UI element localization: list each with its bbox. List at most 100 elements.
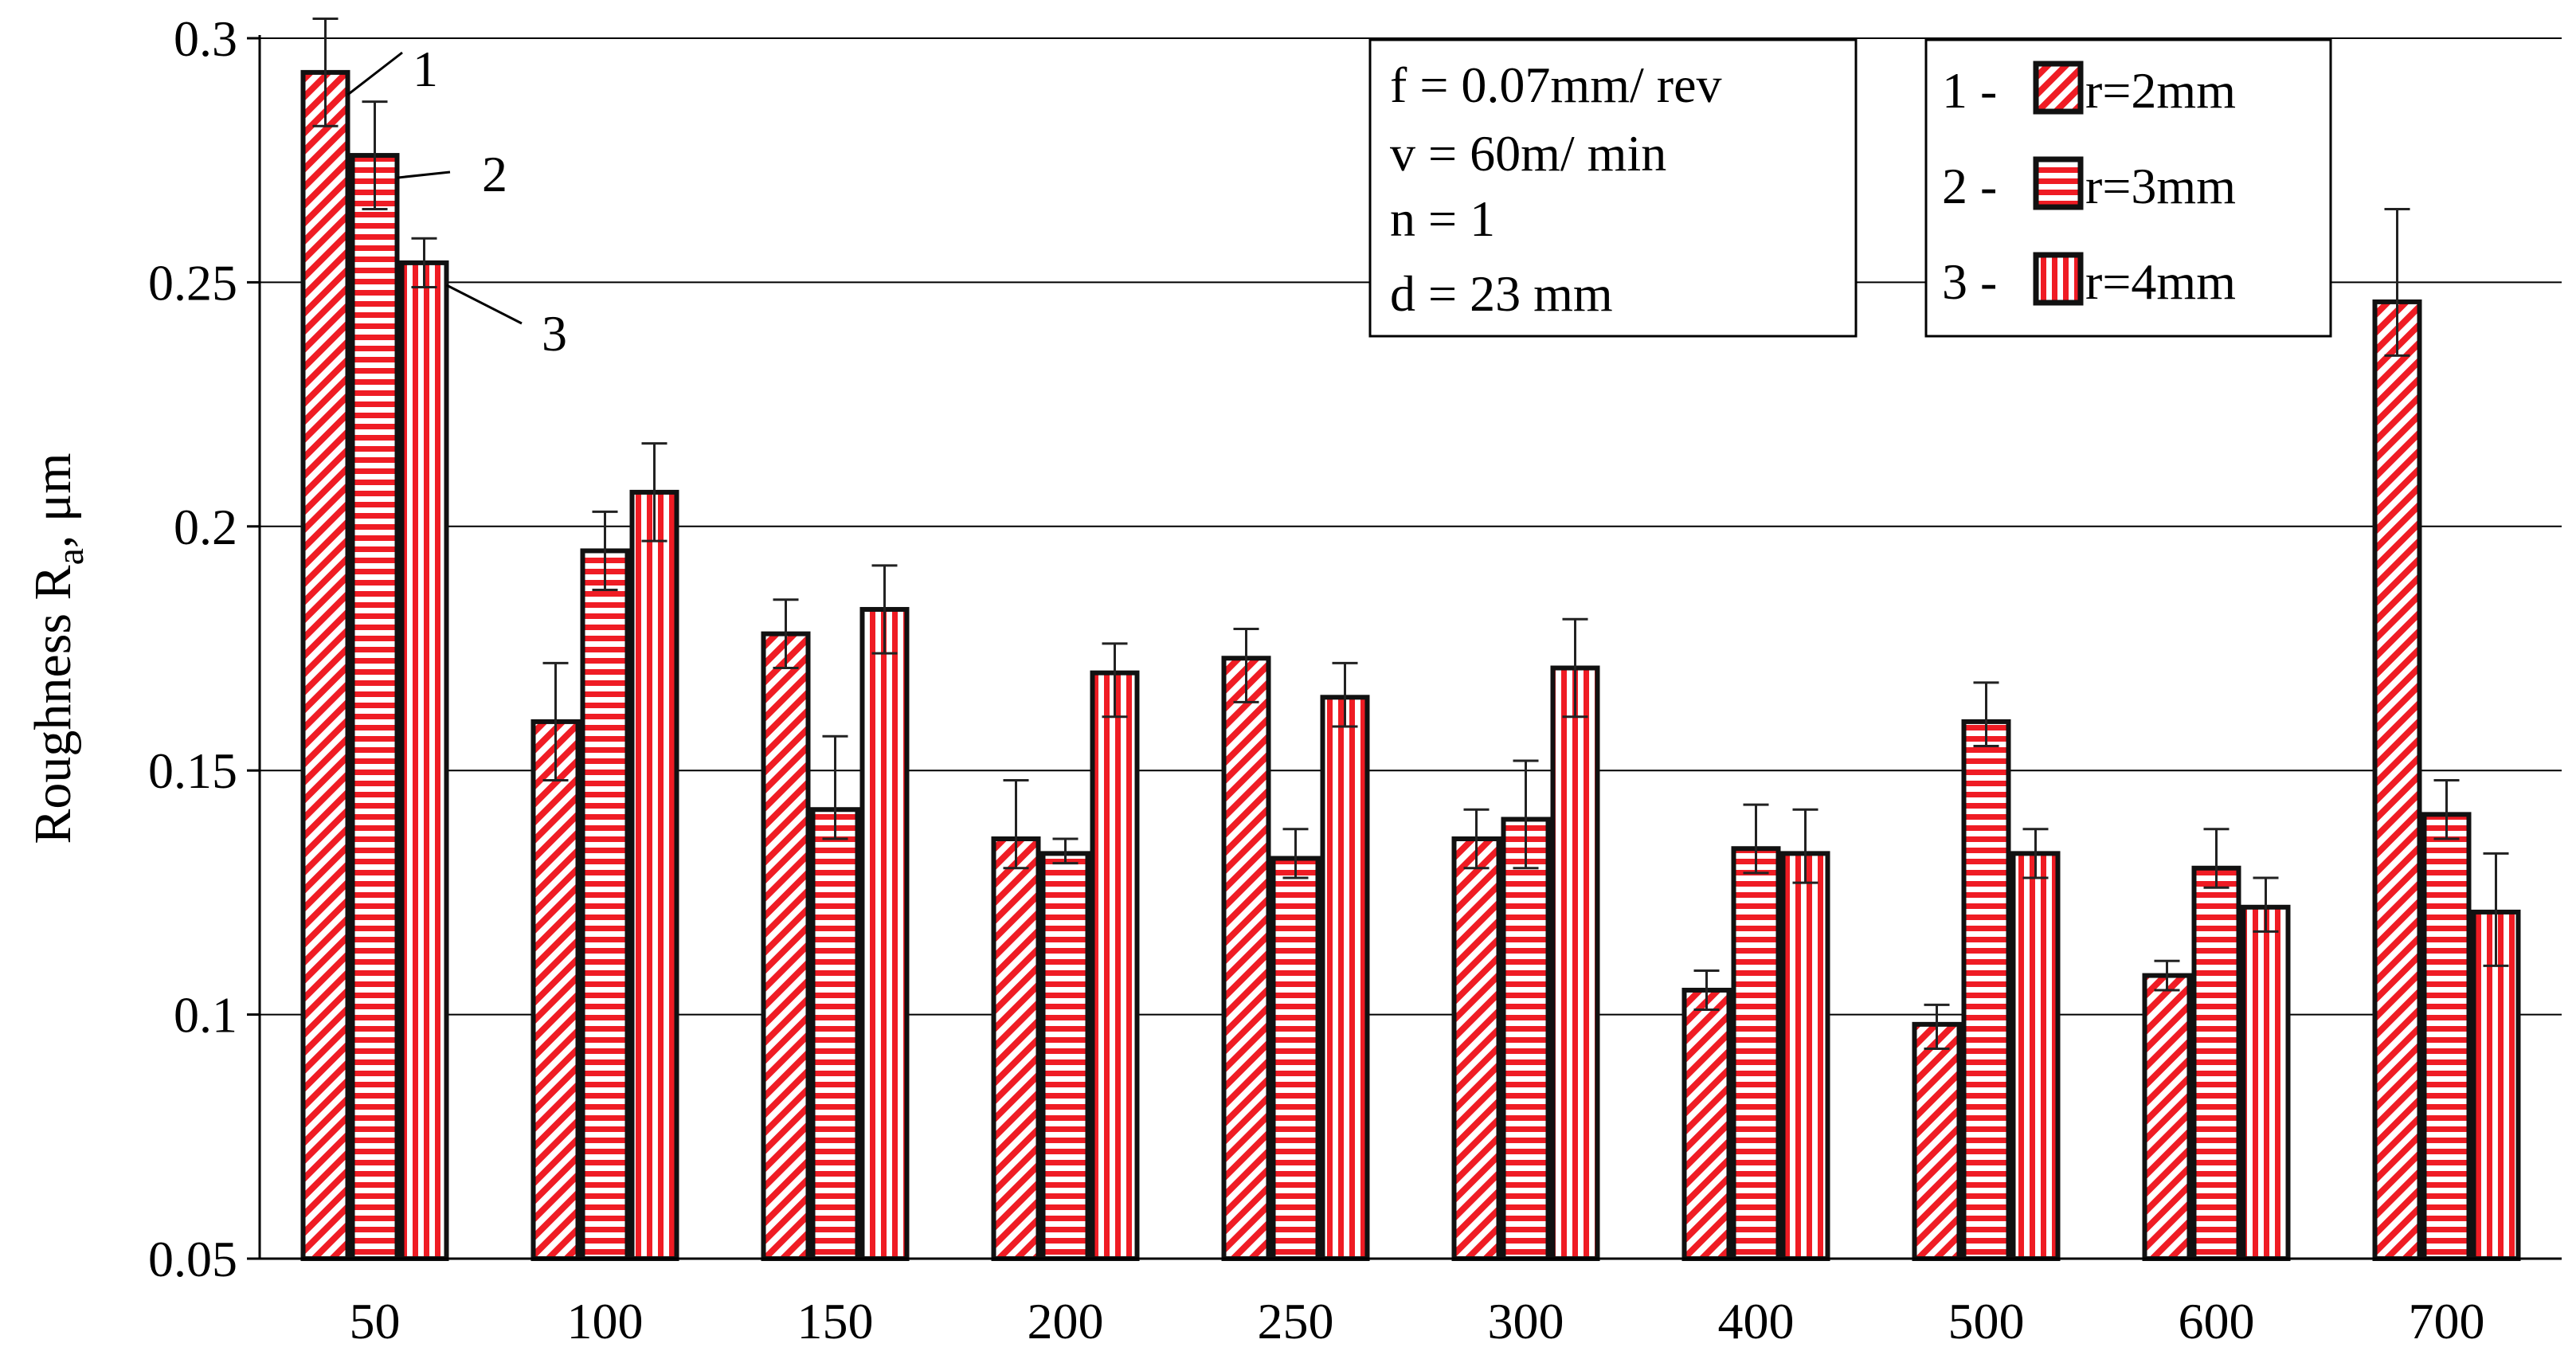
- bar-r-2mm-50: [300, 69, 350, 1261]
- error-bar: [2384, 207, 2410, 357]
- error-bar: [641, 442, 667, 542]
- y-tick-label: 0.25: [148, 254, 237, 311]
- bar-r-2mm-400: [1681, 987, 1732, 1261]
- y-tick-label: 0.05: [148, 1231, 237, 1287]
- y-axis-label: Roughness Ra, μm: [24, 452, 92, 844]
- error-bar: [362, 100, 388, 210]
- bar-r-2mm-150: [761, 631, 811, 1261]
- legend-swatch-r4: [2033, 252, 2084, 306]
- bar-r-4mm-200: [1090, 670, 1140, 1261]
- error-bar: [411, 237, 437, 289]
- legend-entry-r3: 2 - r=3mm: [1942, 156, 2236, 214]
- error-bar: [1463, 808, 1490, 870]
- error-bar: [2022, 828, 2049, 879]
- error-bar: [1924, 1003, 1950, 1050]
- x-tick-label: 700: [2409, 1293, 2485, 1349]
- error-bar: [1513, 759, 1539, 870]
- bar-r-3mm-50: [350, 153, 400, 1261]
- error-bar: [1003, 778, 1029, 870]
- y-tick-label: 0.3: [174, 10, 237, 67]
- bar-callout-2: 2: [397, 146, 507, 202]
- error-bar: [1282, 828, 1309, 879]
- bar-r-2mm-300: [1451, 836, 1501, 1261]
- error-bar: [1973, 681, 1999, 748]
- legend-entry-r2: 1 - r=2mm: [1942, 61, 2236, 119]
- bar-r-2mm-250: [1221, 656, 1271, 1261]
- legend-entry-r4: 3 - r=4mm: [1942, 252, 2236, 310]
- error-bar: [2433, 778, 2460, 840]
- y-tick-label: 0.2: [174, 499, 237, 555]
- error-bar: [1052, 837, 1079, 865]
- error-bar: [1233, 627, 1259, 703]
- bar-callout-1: 1: [346, 41, 438, 97]
- x-tick-label: 200: [1028, 1293, 1104, 1349]
- bar-r-2mm-200: [991, 836, 1041, 1261]
- x-tick-label: 150: [797, 1293, 874, 1349]
- bar-r-4mm-300: [1550, 665, 1600, 1261]
- bar-r-4mm-100: [629, 489, 679, 1261]
- bar-r-3mm-150: [810, 807, 860, 1261]
- legend-swatch-r2: [2033, 61, 2084, 115]
- error-bar: [312, 17, 339, 127]
- x-tick-label: 50: [350, 1293, 401, 1349]
- bar-r-4mm-150: [859, 606, 910, 1261]
- x-tick-label: 100: [567, 1293, 644, 1349]
- svg-text:2: 2: [482, 146, 507, 202]
- bar-callouts: 12 3: [346, 41, 567, 362]
- y-axis-title: Roughness Ra, μm: [24, 452, 92, 844]
- error-bar: [773, 598, 799, 670]
- y-tick-label: 0.1: [174, 987, 237, 1044]
- condition-diameter: d = 23 mm: [1390, 265, 1613, 322]
- bar-r-2mm-100: [530, 719, 581, 1261]
- error-bar: [2483, 852, 2509, 967]
- legend-swatch-r3: [2033, 156, 2084, 210]
- legend-index-3: 3 -: [1942, 253, 1997, 310]
- condition-speed: v = 60m/ min: [1390, 125, 1666, 182]
- error-bar: [1332, 661, 1358, 728]
- svg-text:1: 1: [413, 41, 438, 97]
- x-tick-label: 500: [1948, 1293, 2025, 1349]
- conditions-box: f = 0.07mm/ rev v = 60m/ min n = 1 d = 2…: [1368, 38, 1858, 338]
- error-bar: [822, 734, 848, 840]
- x-tick-label: 300: [1488, 1293, 1564, 1349]
- bar-r-3mm-400: [1731, 846, 1781, 1262]
- bar-r-3mm-300: [1501, 817, 1551, 1261]
- x-tick-label: 250: [1258, 1293, 1334, 1349]
- error-bar: [592, 510, 618, 591]
- bar-r-3mm-500: [1961, 719, 2011, 1261]
- bar-r-4mm-700: [2471, 909, 2521, 1261]
- legend: 1 - r=2mm 2 - r=3mm 3 - r=4mm: [1924, 38, 2332, 338]
- legend-index-1: 1 -: [1942, 62, 1997, 119]
- error-bar: [1102, 642, 1128, 719]
- error-bar: [2253, 876, 2279, 933]
- bar-r-2mm-600: [2142, 973, 2192, 1262]
- bar-r-4mm-50: [399, 260, 449, 1262]
- condition-passes: n = 1: [1390, 190, 1495, 247]
- error-bar: [871, 564, 898, 655]
- bar-r-4mm-250: [1320, 695, 1370, 1261]
- error-bar: [1743, 803, 1769, 875]
- bar-callout-3: 3: [445, 284, 567, 362]
- bar-r-3mm-250: [1270, 856, 1321, 1262]
- axes: 0.05 0.1 0.15 0.2 0.25 0.3 50 100 150 200 250 300 40…: [148, 10, 2562, 1349]
- bar-r-3mm-200: [1040, 851, 1090, 1261]
- y-tick-label: 0.15: [148, 742, 237, 799]
- legend-label-r2: r=2mm: [2085, 62, 2236, 119]
- svg-text:3: 3: [542, 305, 567, 362]
- bar-r-3mm-100: [580, 548, 630, 1261]
- error-bar: [1693, 969, 1720, 1011]
- error-bar: [542, 661, 569, 781]
- legend-index-2: 2 -: [1942, 158, 1997, 214]
- bar-r-3mm-600: [2191, 865, 2241, 1261]
- bar-r-4mm-400: [1780, 851, 1830, 1261]
- bar-r-4mm-600: [2241, 904, 2291, 1262]
- legend-label-r3: r=3mm: [2085, 158, 2236, 214]
- x-tick-label: 600: [2179, 1293, 2255, 1349]
- bar-r-2mm-700: [2372, 299, 2422, 1261]
- x-tick-label: 400: [1718, 1293, 1795, 1349]
- condition-feed: f = 0.07mm/ rev: [1390, 57, 1721, 113]
- bar-r-3mm-700: [2421, 812, 2472, 1261]
- legend-label-r4: r=4mm: [2085, 253, 2236, 310]
